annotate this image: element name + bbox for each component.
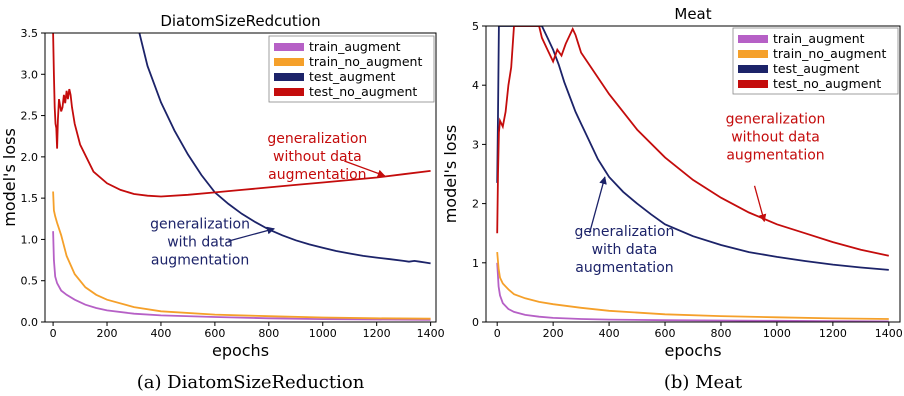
x-tick-label: 600 — [655, 327, 676, 340]
x-tick-label: 800 — [258, 327, 279, 340]
y-tick-label: 0 — [472, 316, 479, 329]
x-tick-label: 1200 — [819, 327, 847, 340]
chart-panel-diatom: 0 200 400 600 800 1000 1200 1400 0.0 0.5 1.0 1.5 2.0… — [0, 12, 445, 393]
annotation-line: generalization — [150, 217, 250, 233]
series-line-test-augment — [138, 33, 431, 265]
x-tick-label: 0 — [50, 327, 57, 340]
x-tick-label: 1200 — [363, 327, 391, 340]
y-tick-label: 0.5 — [21, 275, 39, 288]
y-tick-label: 3 — [472, 138, 479, 151]
series-line-test-augment — [496, 26, 889, 271]
legend-entry: test_no_augment — [309, 84, 417, 99]
x-tick-label: 1400 — [417, 327, 445, 340]
y-tick-label: 1 — [472, 257, 479, 270]
legend: train_augmenttrain_no_augmenttest_augmen… — [732, 27, 899, 95]
x-axis-label: epochs — [664, 341, 721, 360]
y-tick-label: 2.0 — [21, 151, 39, 164]
legend-swatch — [274, 58, 304, 66]
y-tick-label: 1.5 — [21, 192, 39, 205]
x-tick-label: 200 — [97, 327, 118, 340]
x-tick-label: 1400 — [875, 327, 903, 340]
y-tick-label: 2 — [472, 198, 479, 211]
legend-swatch — [274, 88, 304, 96]
chart-title: DiatomSizeRedcution — [160, 12, 320, 30]
y-tick-label: 5 — [472, 20, 479, 33]
legend-swatch — [274, 73, 304, 81]
legend: train_augmenttrain_no_augmenttest_augmen… — [268, 35, 435, 103]
y-tick-label: 0.0 — [21, 316, 39, 329]
x-axis-label: epochs — [212, 341, 269, 360]
x-tick-label: 600 — [204, 327, 225, 340]
series-line-train-no-augment — [52, 191, 431, 320]
annotation-arrow — [753, 185, 767, 223]
y-axis-label: model's loss — [0, 128, 19, 227]
x-tick-label: 200 — [543, 327, 564, 340]
annotation-text: generalization without data augmentation — [267, 131, 367, 183]
annotation-line: without data — [731, 130, 820, 146]
chart-title: Meat — [674, 5, 711, 23]
x-tick-label: 800 — [710, 327, 731, 340]
annotation-line: augmentation — [575, 260, 673, 276]
chart-panel-meat: 0 200 400 600 800 1000 1200 1400 0 1 2 3 4 5 Meat epoch… — [441, 5, 903, 393]
legend-swatch — [738, 50, 768, 58]
legend-swatch — [738, 35, 768, 43]
legend-swatch — [738, 80, 768, 88]
annotation-line: augmentation — [151, 253, 249, 269]
annotation-arrow — [228, 226, 275, 242]
annotation-line: generalization — [726, 112, 826, 128]
legend-swatch — [738, 65, 768, 73]
series-line-test-no-augment — [496, 26, 889, 257]
legend-entry: test_augment — [773, 61, 860, 76]
legend-entry: train_no_augment — [309, 54, 422, 69]
series-line-train-augment — [496, 262, 889, 322]
annotation-line: augmentation — [726, 148, 824, 164]
x-tick-label: 400 — [599, 327, 620, 340]
legend-entry: train_augment — [773, 31, 865, 46]
figure-caption: (a) DiatomSizeReduction — [137, 372, 365, 393]
annotation-arrow — [344, 160, 386, 178]
y-tick-label: 3.5 — [21, 27, 39, 40]
annotation-line: augmentation — [268, 167, 366, 183]
series-line-train-augment — [52, 231, 431, 321]
annotation-line: generalization — [267, 131, 367, 147]
annotation-line: generalization — [575, 224, 675, 240]
legend-swatch — [274, 43, 304, 51]
plot-frame — [485, 25, 901, 323]
legend-entry: test_no_augment — [773, 76, 881, 91]
legend-entry: train_no_augment — [773, 46, 886, 61]
figure-caption: (b) Meat — [664, 372, 743, 393]
y-axis-label: model's loss — [441, 125, 460, 224]
annotation-text: generalization with data augmentation — [150, 217, 250, 269]
x-tick-label: 0 — [494, 327, 501, 340]
annotation-text: generalization without data augmentation — [726, 112, 826, 164]
annotation-arrow — [588, 176, 607, 234]
y-tick-label: 2.5 — [21, 110, 39, 123]
x-tick-label: 1000 — [309, 327, 337, 340]
annotation-line: with data — [592, 242, 658, 258]
y-tick-label: 3.0 — [21, 68, 39, 81]
y-tick-label: 4 — [472, 79, 479, 92]
x-tick-label: 1000 — [763, 327, 791, 340]
annotation-text: generalization with data augmentation — [575, 224, 675, 276]
series-line-test-no-augment — [52, 33, 431, 198]
y-tick-label: 1.0 — [21, 233, 39, 246]
plot-frame — [44, 32, 437, 323]
series-line-train-no-augment — [496, 252, 889, 320]
annotation-line: with data — [167, 235, 233, 251]
legend-entry: train_augment — [309, 39, 401, 54]
x-tick-label: 400 — [150, 327, 171, 340]
annotation-line: without data — [273, 149, 362, 165]
legend-entry: test_augment — [309, 69, 396, 84]
